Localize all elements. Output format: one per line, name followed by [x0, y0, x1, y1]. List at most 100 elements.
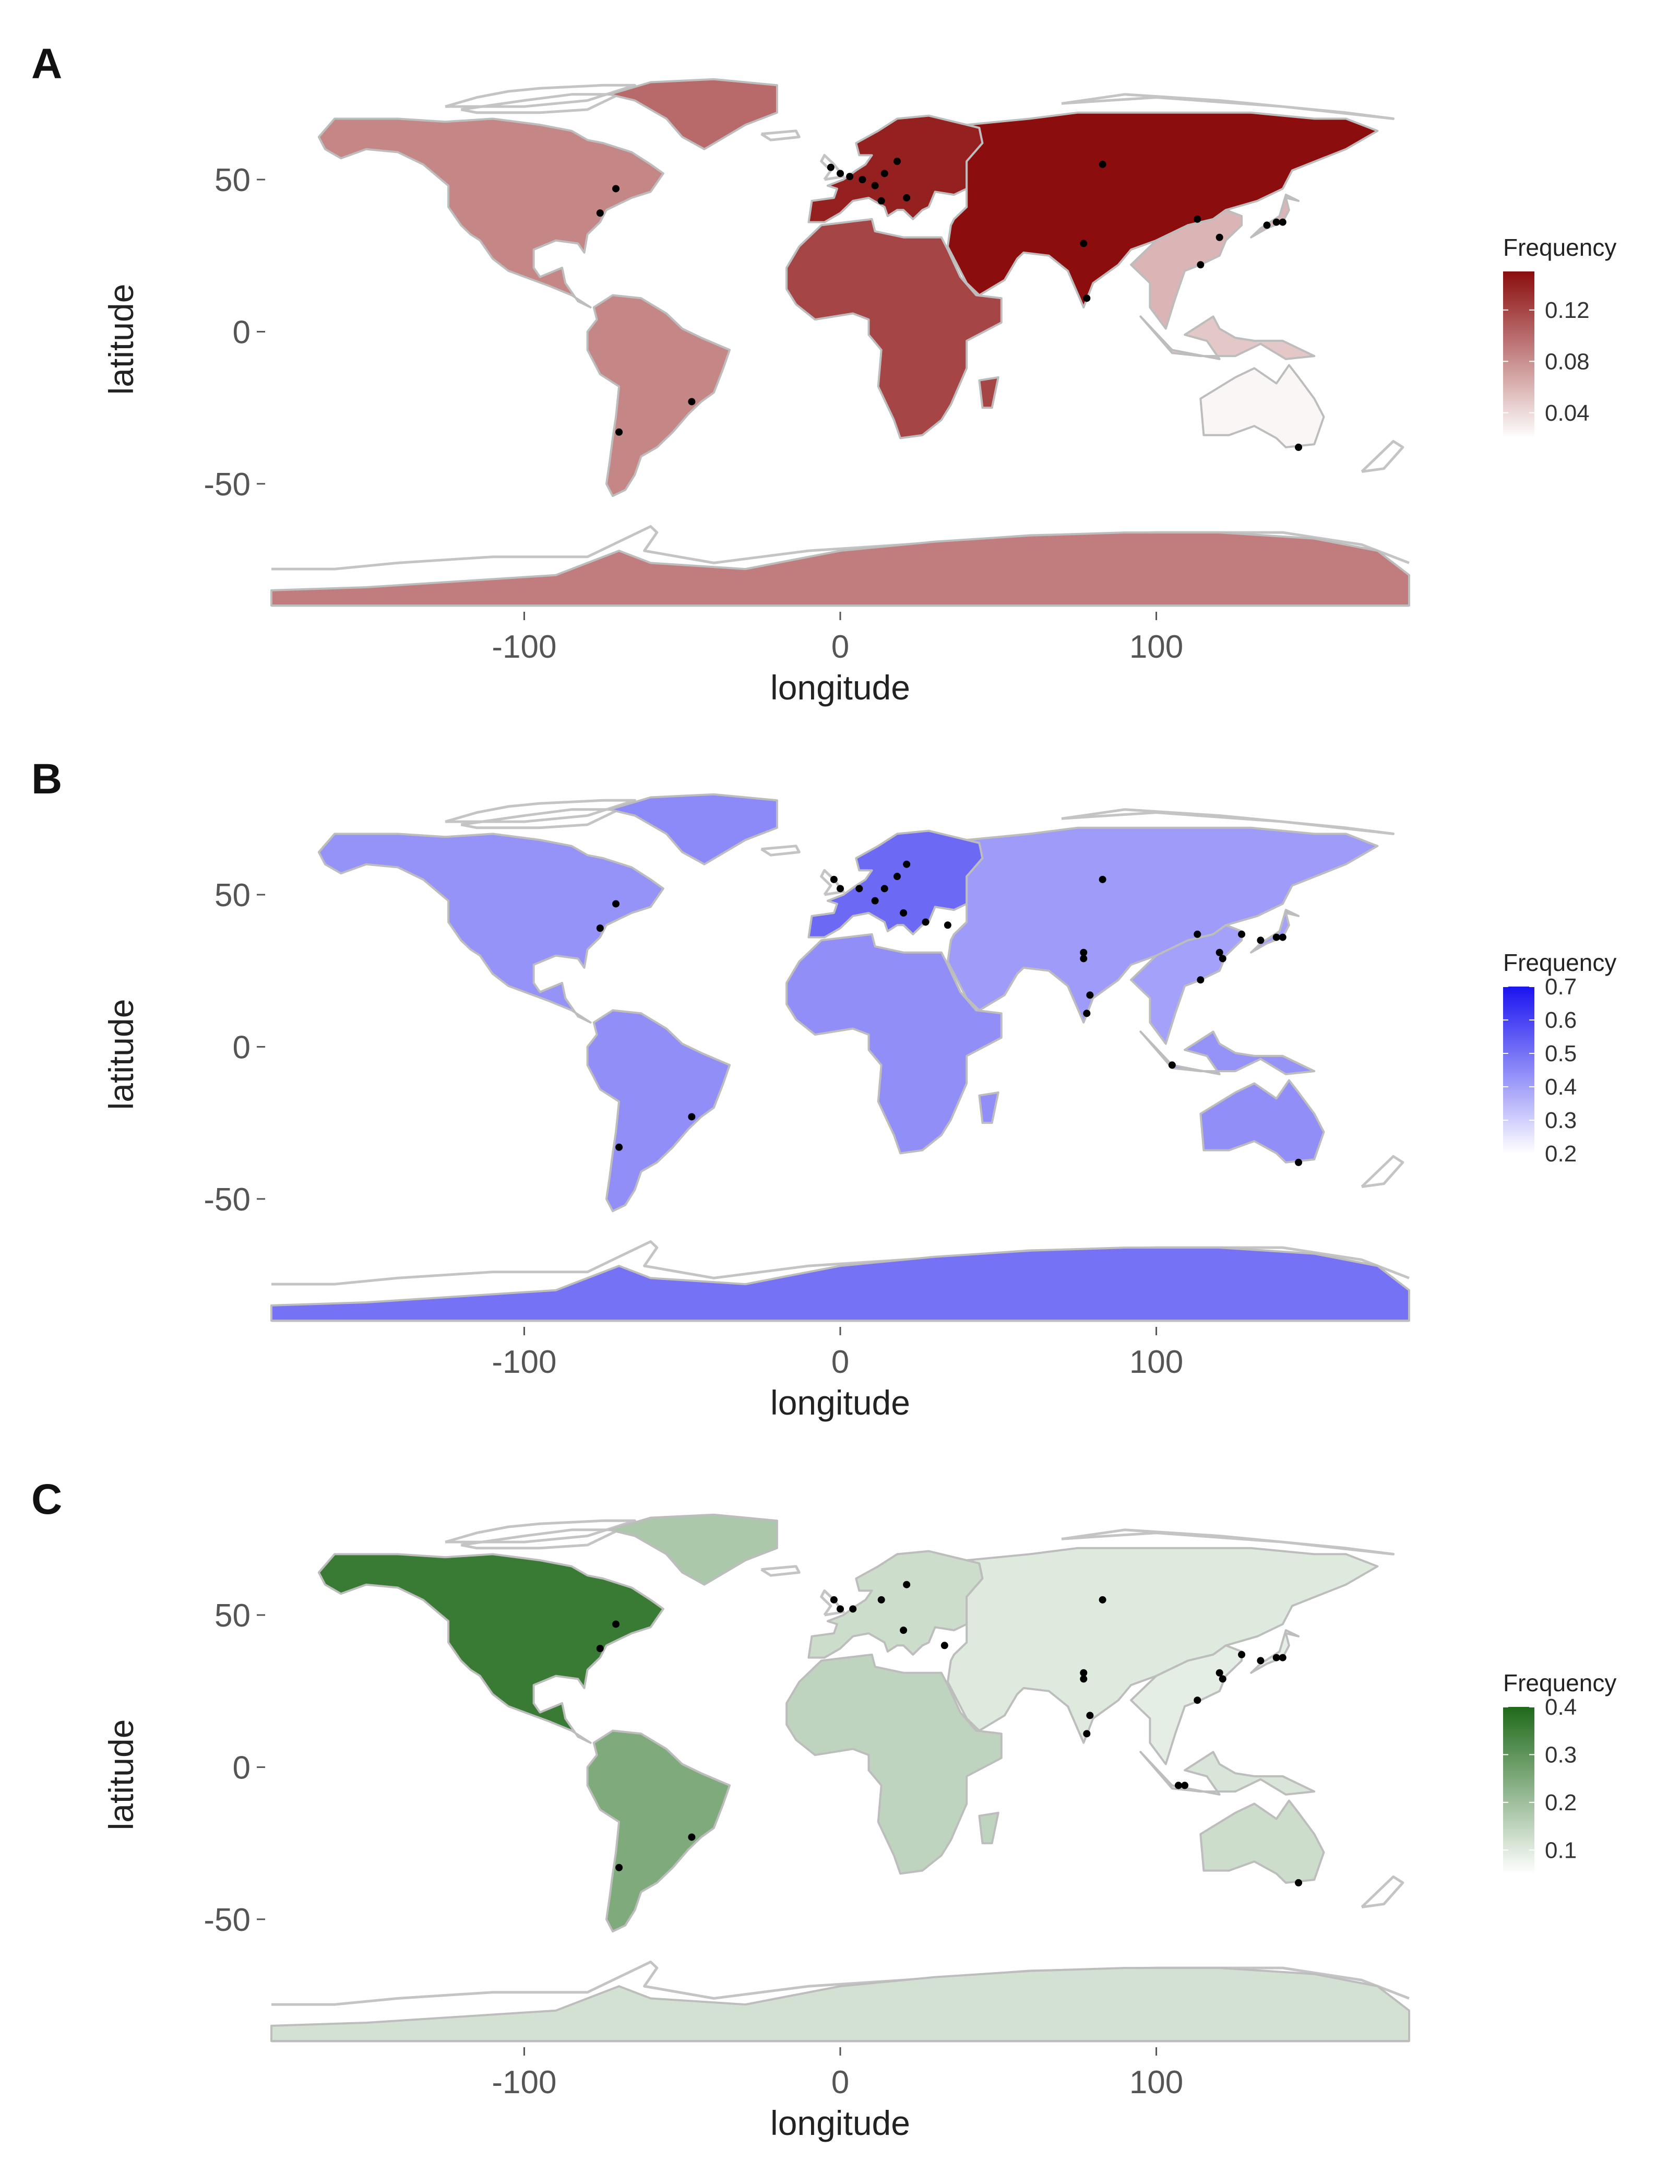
sample-site-point: [1216, 948, 1223, 956]
region-greenland: [608, 78, 778, 150]
sample-site-point: [1272, 933, 1280, 941]
legend-label: 0.04: [1545, 400, 1590, 426]
coastline-outline: [460, 808, 621, 829]
sample-site-point: [877, 197, 885, 205]
sample-site-point: [1194, 215, 1201, 223]
legend-colorbar: [1503, 987, 1534, 1154]
sample-site-point: [903, 194, 911, 201]
sample-site-point: [612, 185, 620, 193]
legend-label: 0.2: [1545, 1790, 1577, 1815]
coastline-outline: [820, 1589, 845, 1617]
x-tick-label: -100: [492, 629, 556, 665]
x-tick-label: -100: [492, 1344, 556, 1380]
coastline-outline: [1061, 93, 1395, 120]
coastline-outline: [1361, 440, 1404, 473]
sample-site-point: [1083, 1010, 1091, 1017]
region-greenland: [608, 1513, 778, 1586]
legend-label: 0.3: [1545, 1108, 1577, 1133]
y-axis-title: latitude: [102, 1719, 140, 1831]
x-tick-label: 100: [1129, 1344, 1183, 1380]
x-tick-label: 0: [831, 629, 849, 665]
panel-b: B -100 0 100 50 0 -50 longitude latitude Frequenc…: [0, 715, 1680, 1430]
sample-site-point: [944, 921, 951, 929]
sample-site-point: [1272, 1654, 1280, 1661]
region-south-america: [586, 1009, 731, 1213]
region-southeast-asia: [1139, 1751, 1316, 1796]
sample-site-point: [1086, 991, 1094, 999]
x-tick-label: -100: [492, 2064, 556, 2100]
region-europe: [807, 829, 984, 939]
sample-site-point: [877, 1596, 885, 1604]
region-antarctica: [270, 1247, 1410, 1322]
coastline-outline: [460, 93, 621, 114]
sample-site-point: [1080, 1669, 1088, 1677]
x-tick-label: 0: [831, 2064, 849, 2100]
sample-site-point: [1174, 1782, 1182, 1789]
sample-site-point: [1197, 261, 1205, 269]
x-tick-label: 0: [831, 1344, 849, 1380]
sample-site-point: [1099, 875, 1106, 883]
sample-site-point: [893, 158, 901, 165]
legend-label: 0.5: [1545, 1041, 1577, 1066]
coastline-outline: [760, 845, 801, 857]
region-australia: [1199, 1799, 1325, 1884]
region-australia: [1199, 1079, 1325, 1164]
region-east-asia: [1130, 209, 1243, 330]
legend-title: Frequency: [1503, 949, 1616, 976]
coastline-outline: [760, 129, 801, 141]
region-central-asia: [946, 826, 1379, 1024]
sample-site-point: [1080, 240, 1088, 247]
sample-site-point: [871, 182, 879, 189]
y-tick-label: -50: [204, 1182, 251, 1218]
y-axis-title: latitude: [102, 999, 140, 1110]
sample-site-point: [1219, 955, 1226, 963]
panel-letter: A: [31, 40, 62, 88]
sample-site-point: [830, 1596, 838, 1604]
sample-site-point: [1257, 936, 1265, 944]
sample-site-point: [1238, 1651, 1246, 1658]
legend-label: 0.2: [1545, 1141, 1577, 1167]
sample-site-point: [688, 1833, 696, 1841]
region-europe: [807, 1550, 984, 1659]
y-tick-label: -50: [204, 467, 251, 503]
coastline-outline: [1061, 808, 1395, 835]
sample-site-point: [1080, 1675, 1088, 1683]
sample-site-point: [1295, 443, 1303, 451]
sample-site-point: [900, 909, 908, 917]
region-central-asia: [946, 1547, 1379, 1744]
region-north-america: [317, 1553, 664, 1744]
x-axis-title: longitude: [770, 2104, 910, 2142]
x-tick-label: 100: [1129, 2064, 1183, 2100]
y-tick-label: 50: [215, 162, 251, 198]
sample-site-point: [1099, 160, 1106, 168]
region-north-america: [317, 833, 664, 1024]
sample-site-point: [1080, 948, 1088, 956]
sample-site-point: [859, 176, 866, 183]
legend-label: 0.12: [1545, 298, 1590, 323]
coastline-outline: [1361, 1155, 1404, 1188]
sample-site-point: [903, 1581, 911, 1588]
legend-colorbar: [1503, 271, 1534, 438]
y-tick-label: 0: [233, 1029, 251, 1065]
sample-site-point: [880, 170, 888, 177]
sample-site-point: [1194, 1696, 1201, 1704]
sample-site-point: [1263, 221, 1271, 229]
y-axis-title: latitude: [102, 284, 140, 395]
sample-site-point: [827, 163, 835, 171]
sample-site-point: [871, 897, 879, 905]
sample-site-point: [837, 885, 844, 893]
sample-site-point: [893, 873, 901, 881]
sample-site-point: [596, 924, 604, 932]
region-africa: [785, 1653, 1003, 1875]
sample-site-point: [1279, 218, 1286, 226]
sample-site-point: [596, 209, 604, 217]
sample-site-point: [1086, 1712, 1094, 1719]
sample-site-point: [1216, 1669, 1223, 1677]
legend-label: 0.08: [1545, 349, 1590, 374]
legend-label: 0.1: [1545, 1837, 1577, 1863]
sample-site-point: [880, 885, 888, 893]
sample-site-point: [830, 875, 838, 883]
sample-site-point: [1219, 1675, 1226, 1683]
sample-site-point: [1216, 233, 1223, 241]
sample-site-point: [922, 918, 930, 926]
